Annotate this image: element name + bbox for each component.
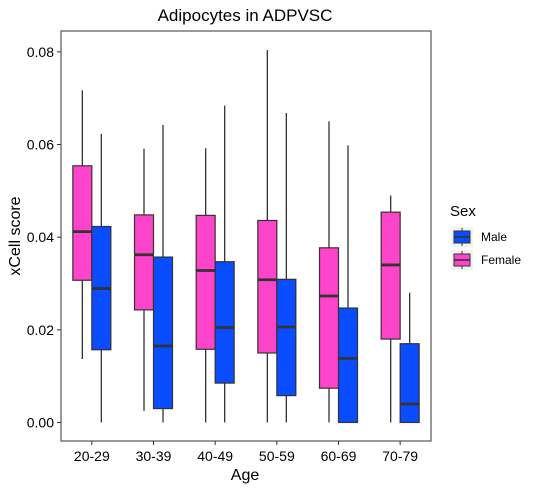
legend-label-male: Male [481, 230, 507, 244]
y-axis: 0.00 0.02 0.04 0.06 0.08 [27, 44, 61, 430]
x-tick-label: 70-79 [382, 448, 418, 464]
box-male-30-39 [152, 256, 174, 410]
plot-panel [60, 30, 432, 442]
box-female-20-29 [72, 165, 93, 281]
x-tick-label: 60-69 [321, 448, 357, 464]
y-tick-label: 0.06 [27, 137, 54, 153]
box-female-40-49 [195, 214, 216, 350]
chart-title: Adipocytes in ADPVSC [158, 6, 333, 25]
y-tick-label: 0.02 [27, 322, 54, 338]
x-tick-label: 30-39 [136, 448, 172, 464]
legend-title: Sex [450, 203, 476, 220]
y-tick-label: 0.00 [27, 414, 54, 430]
x-axis: 20-29 30-39 40-49 50-59 60-69 70-79 [74, 441, 418, 464]
y-tick-label: 0.04 [27, 229, 54, 245]
box-male-60-69 [337, 307, 359, 424]
x-tick-label: 50-59 [259, 448, 295, 464]
x-tick-label: 40-49 [197, 448, 233, 464]
box-female-50-59 [257, 219, 278, 354]
x-tick-label: 20-29 [74, 448, 110, 464]
x-axis-title: Age [231, 467, 260, 484]
legend-label-female: Female [481, 253, 521, 267]
box-female-30-39 [133, 214, 155, 311]
box-female-70-79 [380, 211, 401, 340]
legend: Sex Male Female [450, 203, 521, 270]
box-male-40-49 [214, 261, 235, 384]
box-male-70-79 [399, 343, 420, 424]
y-axis-title: xCell score [7, 196, 24, 275]
boxes [72, 49, 420, 424]
box-male-50-59 [276, 278, 297, 397]
y-tick-label: 0.08 [27, 44, 54, 60]
box-female-60-69 [318, 247, 340, 389]
